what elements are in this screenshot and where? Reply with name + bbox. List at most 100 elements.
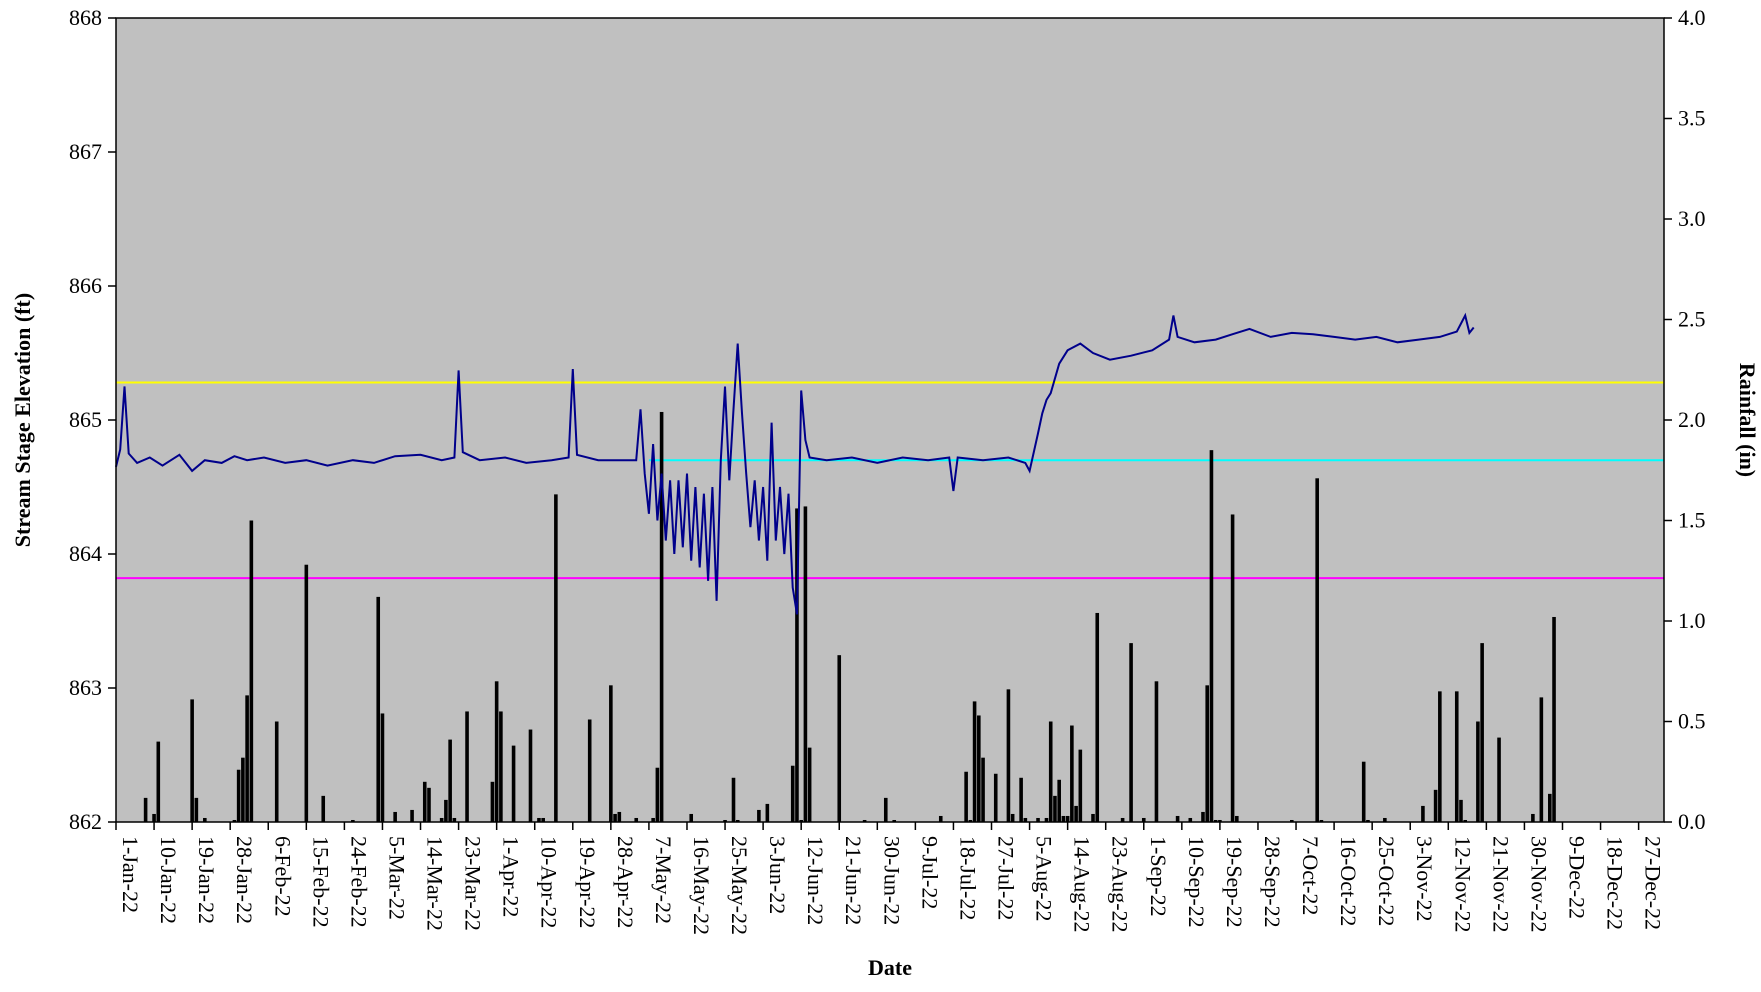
rainfall-bar	[249, 520, 254, 822]
rainfall-bar	[1175, 815, 1180, 822]
rainfall-bar	[862, 819, 867, 822]
rainfall-bar	[993, 773, 998, 822]
rainfall-bar	[1366, 819, 1370, 822]
rainfall-bar	[1057, 779, 1061, 822]
x-tick-label: 3-Jun-22	[765, 836, 790, 914]
x-tick-label: 7-Oct-22	[1298, 836, 1323, 915]
y-left-tick-label: 865	[69, 407, 102, 432]
rainfall-bar	[1091, 813, 1095, 822]
rainfall-bar	[304, 564, 309, 822]
y-axis-left: 862 863 864 865 866 867 868	[69, 5, 116, 834]
x-tick-label: 14-Aug-22	[1070, 836, 1095, 933]
rainfall-bar	[1201, 811, 1205, 822]
rainfall-bar	[1078, 749, 1083, 822]
rainfall-bar	[1023, 817, 1028, 822]
rainfall-bar	[977, 715, 981, 822]
rainfall-bar	[795, 508, 799, 822]
rainfall-bar	[689, 813, 694, 822]
rainfall-bar	[655, 767, 660, 822]
rainfall-bar	[617, 811, 622, 822]
rainfall-bar	[1315, 478, 1319, 822]
x-tick-label: 9-Jul-22	[917, 836, 942, 909]
rainfall-bar	[1552, 616, 1556, 822]
y-right-tick-label: 0.5	[1678, 709, 1706, 734]
y-axis-right-title: Rainfall (in)	[1735, 363, 1760, 477]
rainfall-bar	[1141, 817, 1146, 822]
y-right-tick-label: 2.0	[1678, 407, 1706, 432]
rainfall-bar	[1438, 691, 1442, 822]
rainfall-bar	[1188, 817, 1193, 822]
x-tick-label: 15-Feb-22	[308, 836, 333, 928]
rainfall-bar	[380, 713, 385, 822]
y-left-tick-label: 868	[69, 5, 102, 30]
x-tick-label: 10-Apr-22	[537, 836, 562, 928]
rainfall-bar	[245, 695, 249, 822]
rainfall-bar	[376, 596, 381, 822]
rainfall-bar	[587, 719, 592, 822]
rainfall-bar	[1044, 817, 1049, 822]
y-left-tick-label: 864	[69, 541, 102, 566]
x-tick-label: 1-Apr-22	[499, 836, 524, 917]
rainfall-bar	[156, 741, 161, 822]
rainfall-bar	[883, 797, 888, 822]
x-tick-label: 30-Nov-22	[1526, 836, 1551, 933]
x-tick-label: 1-Jan-22	[118, 836, 143, 913]
rainfall-bar	[609, 685, 613, 822]
rainfall-bar	[410, 809, 414, 822]
x-tick-label: 10-Jan-22	[156, 836, 181, 924]
rainfall-bar	[422, 781, 427, 822]
y-right-tick-label: 2.5	[1678, 307, 1706, 332]
rainfall-bar	[448, 739, 452, 822]
rainfall-bar	[981, 757, 985, 822]
rainfall-bar	[968, 819, 973, 822]
rainfall-bar	[1129, 643, 1133, 822]
rainfall-bar	[972, 701, 977, 822]
rainfall-bar	[1065, 815, 1070, 822]
reference-lines	[116, 381, 1664, 580]
rainfall-bar	[1480, 643, 1484, 822]
x-tick-label: 21-Jun-22	[841, 836, 866, 925]
x-tick-label: 24-Feb-22	[346, 836, 371, 928]
x-tick-label: 19-Jan-22	[194, 836, 219, 924]
rainfall-bar	[490, 781, 495, 822]
rainfall-bar	[541, 817, 545, 822]
rainfall-bar	[465, 711, 469, 822]
x-tick-label: 3-Nov-22	[1412, 836, 1437, 922]
y-right-tick-label: 3.5	[1678, 106, 1706, 131]
rainfall-bars	[143, 411, 1556, 822]
rainfall-bar	[1548, 793, 1552, 822]
x-tick-label: 21-Nov-22	[1488, 836, 1513, 933]
rainfall-bar	[723, 819, 727, 822]
rainfall-bar	[1539, 697, 1544, 822]
x-axis-title: Date	[868, 955, 912, 980]
rainfall-bar	[321, 795, 326, 822]
rainfall-bar	[1019, 777, 1023, 822]
rainfall-bar	[1036, 817, 1040, 822]
x-tick-label: 14-Mar-22	[423, 836, 448, 931]
x-tick-label: 19-Sep-22	[1222, 836, 1247, 928]
rainfall-bar	[757, 809, 761, 822]
rainfall-bar	[659, 411, 664, 822]
x-tick-label: 27-Jul-22	[994, 836, 1019, 920]
rainfall-bar	[765, 803, 770, 822]
rainfall-bar	[444, 799, 448, 822]
rainfall-bar	[651, 817, 655, 822]
rainfall-bar	[964, 771, 968, 822]
rainfall-bar	[554, 494, 558, 822]
x-tick-label: 30-Jun-22	[879, 836, 904, 925]
rainfall-bar	[1230, 514, 1235, 822]
rainfall-bar	[1048, 721, 1053, 822]
rainfall-bar	[1459, 799, 1463, 822]
rainfall-bar	[1421, 805, 1425, 822]
rainfall-bar	[803, 506, 808, 822]
rainfall-bar	[143, 797, 148, 822]
x-tick-label: 25-Oct-22	[1374, 836, 1399, 926]
rainfall-bar	[1319, 819, 1324, 822]
rainfall-bar	[1154, 681, 1159, 822]
rainfall-bar	[1497, 737, 1501, 822]
rainfall-bar	[499, 711, 503, 822]
y-right-tick-label: 0.0	[1678, 809, 1706, 834]
rainfall-bar	[799, 819, 803, 822]
x-tick-label: 16-May-22	[689, 836, 714, 935]
